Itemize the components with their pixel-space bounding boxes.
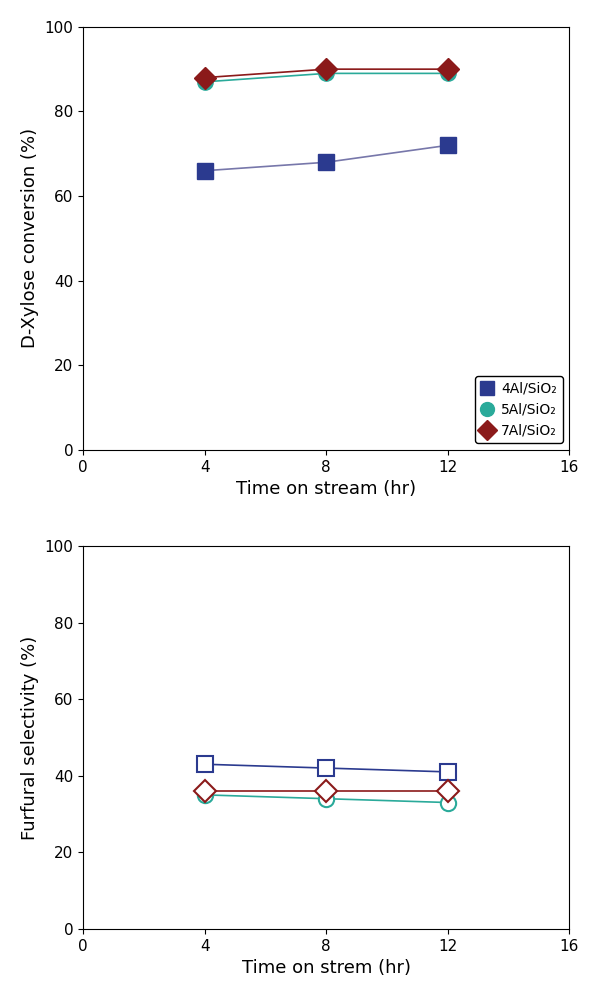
- Y-axis label: D-Xylose conversion (%): D-Xylose conversion (%): [21, 129, 39, 348]
- Y-axis label: Furfural selectivity (%): Furfural selectivity (%): [21, 636, 39, 839]
- X-axis label: Time on strem (hr): Time on strem (hr): [242, 959, 411, 977]
- X-axis label: Time on stream (hr): Time on stream (hr): [236, 480, 416, 498]
- Legend: 4Al/SiO₂, 5Al/SiO₂, 7Al/SiO₂: 4Al/SiO₂, 5Al/SiO₂, 7Al/SiO₂: [475, 376, 563, 443]
